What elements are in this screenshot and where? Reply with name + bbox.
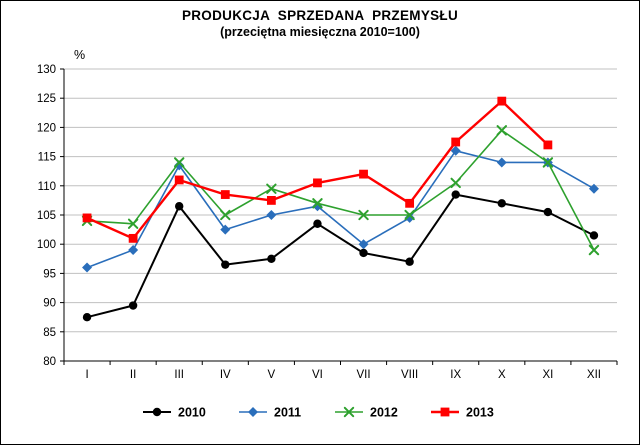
- x-tick-label: IV: [220, 369, 231, 381]
- legend-label: 2013: [466, 406, 494, 420]
- x-tick-label: I: [85, 369, 88, 381]
- x-tick-label: V: [268, 369, 276, 381]
- chart-title-block: PRODUKCJA SPRZEDANA PRZEMYSŁU (przeciętn…: [1, 8, 639, 39]
- series-2013-marker: [405, 198, 415, 208]
- series-2010-marker: [175, 202, 184, 211]
- y-tick-label: 125: [37, 93, 56, 105]
- series-2013-marker: [220, 190, 230, 199]
- series-2013-line: [85, 99, 550, 240]
- y-tick-label: 100: [37, 239, 56, 251]
- gridlines: [64, 68, 617, 333]
- series-2012-marker: [174, 157, 185, 168]
- x-tick-label: VII: [357, 369, 371, 381]
- series-2010-marker: [221, 260, 230, 269]
- legend: 2010 2011 2012 2013: [143, 406, 494, 420]
- series-2013-marker: [174, 175, 184, 185]
- series-2011-marker: [450, 145, 461, 156]
- series-2013-marker: [497, 96, 507, 106]
- x-tick-label: III: [174, 369, 184, 381]
- legend-marker-square: [440, 407, 450, 417]
- y-tick-label: 80: [43, 356, 56, 368]
- series-2011-marker: [588, 183, 599, 194]
- series-2010-marker: [128, 301, 138, 310]
- series-2012-marker: [450, 177, 461, 189]
- series-2012-marker: [220, 209, 231, 221]
- series-2011-marker: [128, 245, 139, 256]
- series-2011-line: [86, 150, 595, 269]
- series-2012-marker: [312, 198, 323, 209]
- series-2012-marker: [404, 209, 415, 221]
- series-2013-marker: [266, 196, 276, 205]
- y-tick-label: 85: [43, 327, 56, 339]
- y-tick-label: 115: [38, 152, 56, 164]
- legend-marker-x: [343, 406, 355, 418]
- series-2012-marker: [127, 218, 139, 229]
- series-2013-marker: [128, 233, 138, 243]
- series-2011-marker: [174, 160, 185, 171]
- y-tick-label: 95: [43, 268, 56, 280]
- y-tick-label: 130: [37, 64, 56, 76]
- series-2010-marker: [82, 313, 92, 322]
- series-2012-marker: [358, 209, 369, 221]
- y-axis-unit-label: %: [74, 48, 85, 62]
- x-tick-label: VI: [312, 369, 323, 381]
- chart-subtitle: (przeciętna miesięczna 2010=100): [220, 25, 420, 39]
- series-2011-marker: [358, 239, 369, 250]
- legend-label: 2011: [274, 406, 301, 420]
- series-2012-line: [86, 129, 595, 251]
- series-2010-line: [86, 193, 595, 319]
- x-tick-label: XII: [587, 369, 601, 381]
- y-tick-label: 90: [43, 298, 56, 310]
- y-tick-label: 110: [38, 181, 56, 193]
- legend-label: 2012: [370, 406, 398, 420]
- series-2012-marker: [588, 244, 600, 256]
- series-2013-marker: [82, 213, 92, 223]
- series-2011-marker: [220, 224, 231, 235]
- series-2011-marker: [266, 210, 277, 220]
- series-2011: [82, 145, 599, 273]
- y-tick-label: 105: [37, 210, 56, 222]
- x-tick-label: IX: [450, 369, 461, 381]
- y-tick-label: 120: [37, 122, 56, 134]
- series-2010-marker: [589, 231, 599, 240]
- legend-item-2010: 2010: [143, 406, 206, 420]
- series-2013-marker: [313, 178, 322, 188]
- legend-item-2011: 2011: [239, 406, 301, 420]
- series-2010-marker: [451, 190, 460, 199]
- series-2013-marker: [451, 137, 461, 147]
- legend-label: 2010: [178, 406, 206, 420]
- series-2013: [82, 96, 553, 243]
- x-tick-label: XI: [542, 369, 553, 381]
- x-tick-label: II: [130, 369, 136, 381]
- series-2012-marker: [496, 125, 507, 136]
- chart-title: PRODUKCJA SPRZEDANA PRZEMYSŁU: [181, 8, 459, 23]
- series-2012-marker: [266, 183, 277, 194]
- series-2013-marker: [543, 140, 553, 150]
- legend-marker-circle: [152, 407, 162, 417]
- series-2012-marker: [542, 157, 554, 168]
- series-2011-marker: [82, 262, 93, 273]
- legend-item-2012: 2012: [335, 406, 398, 420]
- series-2013-marker: [359, 169, 368, 179]
- series-2010: [82, 190, 599, 322]
- x-tick-label: X: [498, 369, 506, 381]
- series-2010-marker: [497, 199, 506, 208]
- x-tick-label: VIII: [401, 369, 418, 381]
- series-2010-marker: [359, 248, 368, 258]
- legend-item-2013: 2013: [431, 406, 494, 420]
- series-2010-marker: [543, 207, 553, 217]
- legend-marker-diamond: [248, 407, 258, 417]
- series-2010-marker: [267, 254, 276, 263]
- series-2012: [81, 125, 600, 256]
- series-2010-marker: [405, 257, 414, 266]
- series-2011-marker: [496, 157, 507, 168]
- series-2010-marker: [313, 219, 322, 228]
